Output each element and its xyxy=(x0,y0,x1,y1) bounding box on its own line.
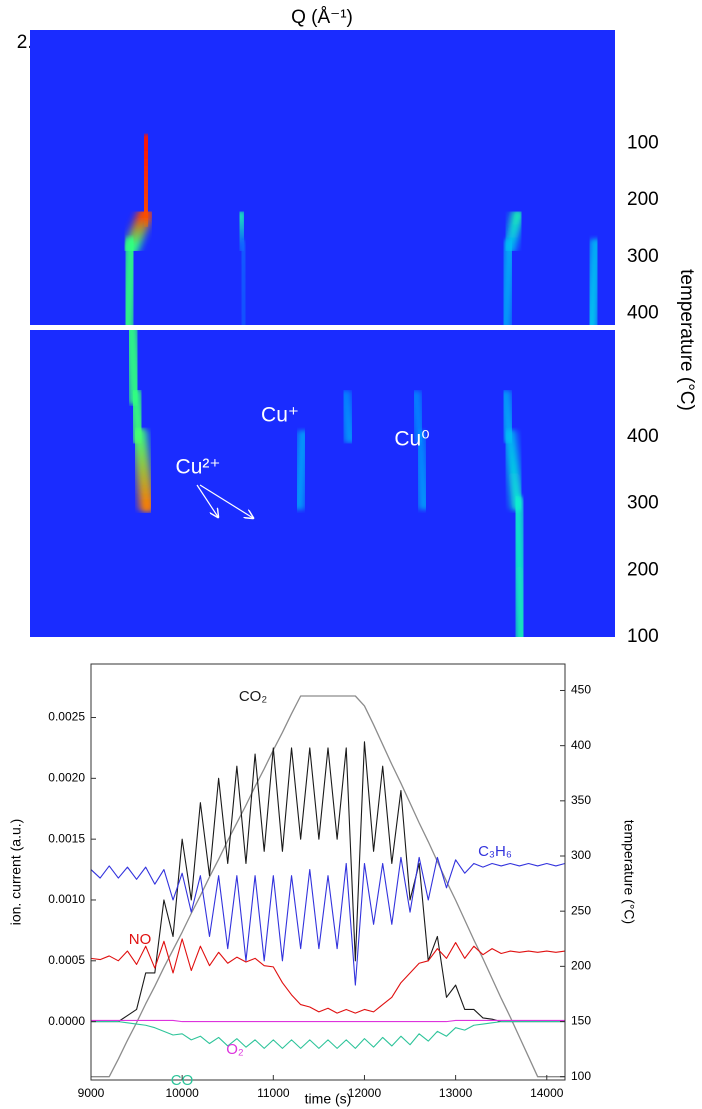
heatmap-panel xyxy=(120,30,601,325)
peak-segment xyxy=(500,238,515,325)
peak-segment xyxy=(136,133,156,228)
y2-tick-label: 350 xyxy=(571,793,591,807)
annotation: Cu²⁺ xyxy=(176,456,221,479)
peak-segment xyxy=(120,236,139,325)
series-label: CO₂ xyxy=(239,688,268,705)
y-tick-label: 0.0010 xyxy=(48,892,85,906)
y-tick-label: 100 xyxy=(627,626,659,647)
heatmap-background xyxy=(30,330,615,637)
annotation: Cu⁰ xyxy=(394,428,429,451)
x-tick-label: 14000 xyxy=(530,1086,564,1100)
x-tick-label: 12000 xyxy=(348,1086,382,1100)
arrow xyxy=(196,484,218,517)
y2-tick-label: 250 xyxy=(571,903,591,917)
arrow xyxy=(199,484,253,518)
plot-frame xyxy=(90,663,566,1081)
y2-tick-label: 450 xyxy=(571,683,591,697)
y2-tick-label: 100 xyxy=(571,1069,591,1083)
series-label: CO xyxy=(171,1072,194,1089)
y-tick-label: 100 xyxy=(627,132,659,153)
plot-area xyxy=(91,695,565,1078)
y-axis-title: temperature (°C) xyxy=(676,269,697,411)
peak-segment xyxy=(238,239,249,325)
peak-segment xyxy=(124,330,143,406)
y-tick-label: 0.0015 xyxy=(48,831,85,845)
y-tick-label: 400 xyxy=(627,303,659,324)
y-tick-label: 0.0025 xyxy=(48,710,85,724)
x-tick-label: 11000 xyxy=(257,1086,290,1100)
annotation: Cu⁺ xyxy=(261,404,299,427)
heatmap-background xyxy=(30,30,615,325)
data-line xyxy=(91,938,565,1014)
y2-tick-label: 400 xyxy=(571,738,591,752)
series-label: NO xyxy=(129,931,152,948)
peak-segment xyxy=(511,495,528,637)
data-line xyxy=(91,741,565,1023)
y2-axis-title: temperature (°C) xyxy=(621,820,637,924)
heatmap-panel xyxy=(72,330,601,637)
x-tick-label: 9000 xyxy=(78,1086,105,1100)
heatmap: Q (Å⁻¹)2.02.22.42.62.83.03.23.4100200300… xyxy=(17,7,697,647)
data-line xyxy=(91,1019,565,1023)
y2-tick-label: 150 xyxy=(571,1014,591,1028)
data-line xyxy=(91,1021,565,1049)
peak-segment xyxy=(586,238,601,325)
y-tick-label: 0.0000 xyxy=(48,1014,85,1028)
y-axis-title: ion. current (a.u.) xyxy=(8,819,24,926)
peak-segment xyxy=(504,429,524,512)
y2-tick-label: 300 xyxy=(571,848,591,862)
y-tick-label: 300 xyxy=(627,246,659,267)
x-tick-label: 10000 xyxy=(165,1086,199,1100)
peak-segment xyxy=(293,429,309,511)
panel-separator xyxy=(30,325,615,330)
y-tick-label: 0.0020 xyxy=(48,771,85,785)
y-tick-label: 300 xyxy=(627,493,659,514)
peak-segment xyxy=(414,429,429,511)
y-tick-label: 200 xyxy=(627,559,659,580)
y-tick-label: 400 xyxy=(627,426,659,447)
series-label: C₃H₆ xyxy=(478,843,512,860)
y-tick-label: 0.0005 xyxy=(48,953,85,967)
data-line xyxy=(91,695,565,1078)
y-tick-label: 200 xyxy=(627,189,659,210)
data-line xyxy=(91,856,565,986)
y2-tick-label: 200 xyxy=(571,959,591,973)
x-axis-title: time (s) xyxy=(305,1091,352,1107)
series-label: O₂ xyxy=(226,1041,244,1058)
x-axis-title: Q (Å⁻¹) xyxy=(291,7,353,28)
x-tick-label: 13000 xyxy=(439,1086,473,1100)
line-chart: 9000 10000 11000 12000 13000 14000 0.0000 0.000… xyxy=(8,663,637,1107)
